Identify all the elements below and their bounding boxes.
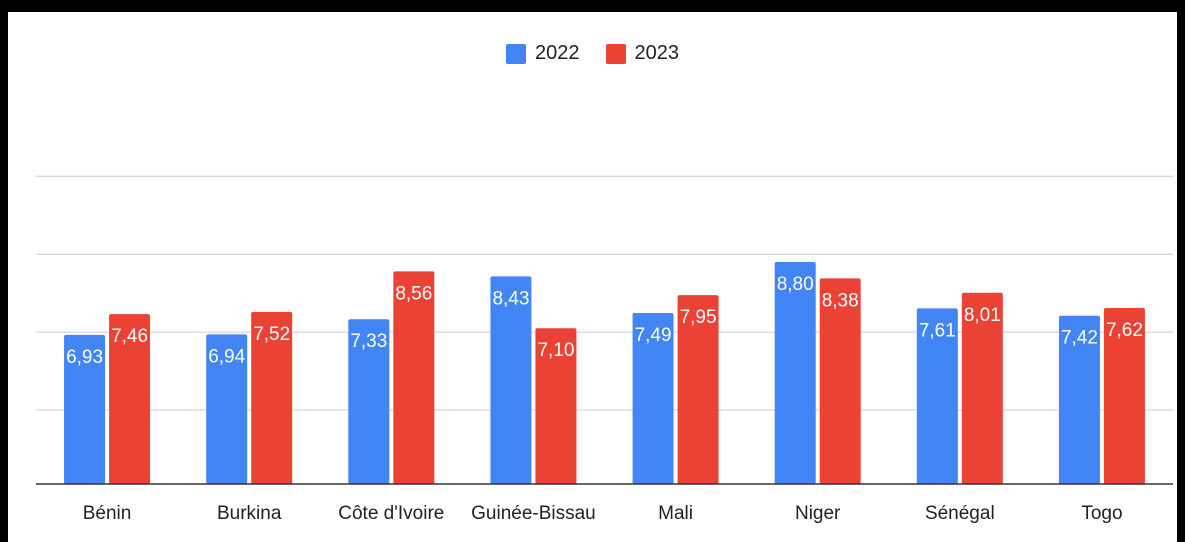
data-label-2023-1: 7,52	[253, 324, 290, 345]
legend: 2022 2023	[0, 42, 1185, 65]
bar-2022-0	[64, 334, 106, 484]
category-label-2: Côte d'Ivoire	[338, 503, 444, 524]
legend-item-2022: 2022	[506, 42, 580, 65]
data-label-2022-2: 7,33	[350, 331, 387, 352]
data-label-2023-5: 8,38	[822, 290, 859, 311]
bar-2022-2	[348, 319, 390, 484]
category-label-7: Togo	[1081, 503, 1122, 524]
data-label-2022-7: 7,42	[1061, 328, 1098, 349]
data-label-2023-4: 7,95	[680, 307, 717, 328]
data-label-2023-7: 7,62	[1106, 320, 1143, 341]
bar-2023-1	[251, 311, 293, 484]
bar-2023-4	[677, 295, 719, 484]
data-label-2023-2: 8,56	[395, 283, 432, 304]
category-label-1: Burkina	[217, 503, 282, 524]
data-label-2022-5: 8,80	[777, 274, 814, 295]
legend-swatch-2022	[506, 43, 526, 64]
bar-2022-3	[490, 276, 532, 484]
bar-2022-5	[774, 261, 816, 484]
data-label-2022-6: 7,61	[919, 320, 956, 341]
bar-2023-0	[109, 314, 151, 484]
data-label-2023-3: 7,10	[537, 340, 574, 361]
data-label-2022-4: 7,49	[635, 325, 672, 346]
category-label-6: Sénégal	[925, 503, 995, 524]
data-label-2022-0: 6,93	[66, 347, 103, 368]
bar-2022-4	[632, 313, 674, 484]
legend-item-2023: 2023	[605, 42, 680, 65]
bar-2022-7	[1058, 315, 1100, 484]
category-label-5: Niger	[795, 503, 841, 524]
legend-label-2023: 2023	[634, 42, 680, 64]
legend-label-2022: 2022	[535, 42, 580, 64]
bar-2022-6	[916, 308, 958, 484]
data-label-2022-3: 8,43	[492, 288, 529, 309]
data-label-2023-0: 7,46	[111, 326, 148, 347]
data-label-2023-6: 8,01	[964, 305, 1001, 326]
bar-2023-3	[535, 328, 577, 484]
category-label-3: Guinée-Bissau	[471, 503, 596, 524]
bar-2023-2	[393, 271, 435, 484]
category-label-4: Mali	[658, 503, 693, 524]
legend-swatch-2023	[605, 43, 626, 64]
bar-2023-6	[961, 292, 1003, 484]
category-label-0: Bénin	[83, 503, 132, 524]
bar-2023-5	[819, 278, 861, 484]
bar-2022-1	[206, 334, 248, 484]
data-label-2022-1: 6,94	[208, 346, 245, 367]
bar-2023-7	[1103, 307, 1145, 484]
